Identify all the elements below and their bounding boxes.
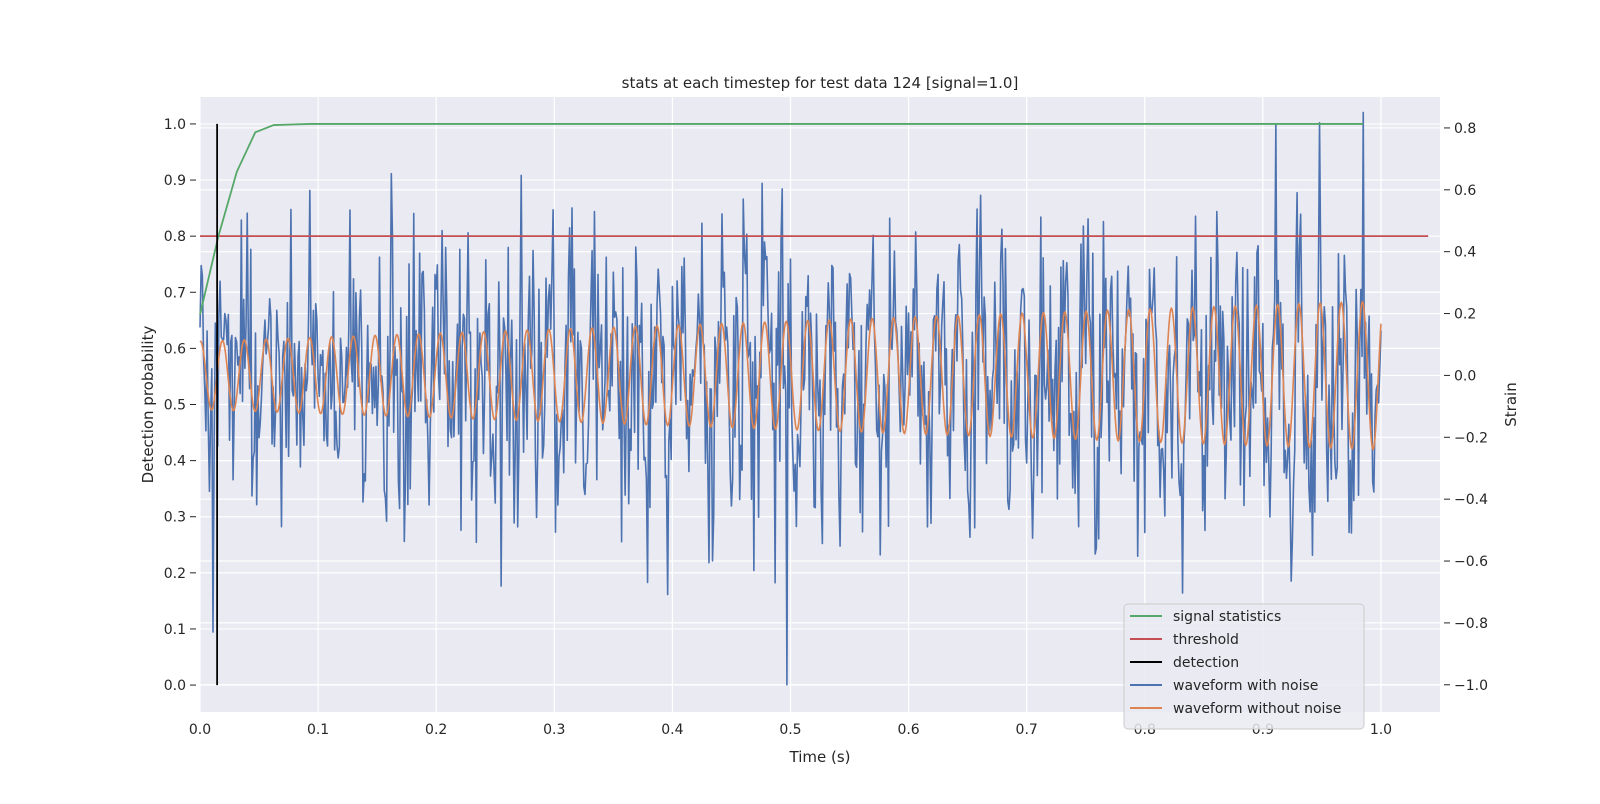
y-tick-label: 0.9	[164, 173, 186, 189]
y2-tick-label: 0.0	[1454, 368, 1476, 384]
y2-axis-label: Strain	[1502, 382, 1520, 426]
y-tick-label: 0.2	[164, 566, 186, 582]
y2-tick-label: −0.4	[1454, 492, 1488, 508]
legend-entry: threshold	[1173, 632, 1239, 648]
y-tick-label: 0.8	[164, 229, 186, 245]
series-signal-statistics	[199, 123, 1364, 315]
y-tick-label: 0.6	[164, 341, 186, 357]
x-tick-label: 0.5	[779, 722, 801, 738]
x-axis-label: Time (s)	[789, 748, 851, 766]
x-tick-label: 0.1	[307, 722, 329, 738]
y2-tick-label: 0.6	[1454, 183, 1476, 199]
legend-entry: waveform with noise	[1173, 678, 1318, 694]
y-tick-label: 0.7	[164, 285, 186, 301]
series-waveform-with-noise	[199, 111, 1382, 686]
y2-tick-label: −0.2	[1454, 430, 1488, 446]
y-tick-label: 0.5	[164, 398, 186, 414]
y2-tick-label: −0.6	[1454, 554, 1488, 570]
y2-tick-label: 0.8	[1454, 121, 1476, 137]
x-tick-label: 1.0	[1370, 722, 1392, 738]
x-tick-label: 0.7	[1016, 722, 1038, 738]
y-tick-label: 0.0	[164, 678, 186, 694]
y2-tick-label: −1.0	[1454, 678, 1488, 694]
legend-entry: detection	[1173, 655, 1239, 671]
y-tick-label: 0.4	[164, 454, 186, 470]
chart-title: stats at each timestep for test data 124…	[622, 74, 1019, 92]
y-tick-label: 0.1	[164, 622, 186, 638]
x-tick-label: 0.0	[189, 722, 211, 738]
legend-entry: signal statistics	[1173, 609, 1281, 625]
x-tick-label: 0.4	[661, 722, 683, 738]
y2-tick-label: 0.2	[1454, 307, 1476, 323]
series-waveform-without-noise	[199, 300, 1382, 451]
y-tick-label: 0.3	[164, 510, 186, 526]
x-tick-label: 0.2	[425, 722, 447, 738]
y2-tick-label: −0.8	[1454, 616, 1488, 632]
legend-entry: waveform without noise	[1173, 701, 1341, 717]
y2-tick-label: 0.4	[1454, 245, 1476, 261]
legend: signal statistics threshold detection wavef…	[1123, 603, 1365, 730]
x-tick-label: 0.3	[543, 722, 565, 738]
axes: 0.0 0.1 0.2 0.3 0.4 0.5 0.6 0.7 0.8 0.9 1.0 0.0 0.1 0…	[164, 117, 1488, 738]
x-tick-label: 0.6	[897, 722, 919, 738]
series-layer	[199, 111, 1429, 686]
y-tick-label: 1.0	[164, 117, 186, 133]
legend-box	[1123, 603, 1365, 730]
y-axis-label: Detection probability	[139, 326, 157, 484]
